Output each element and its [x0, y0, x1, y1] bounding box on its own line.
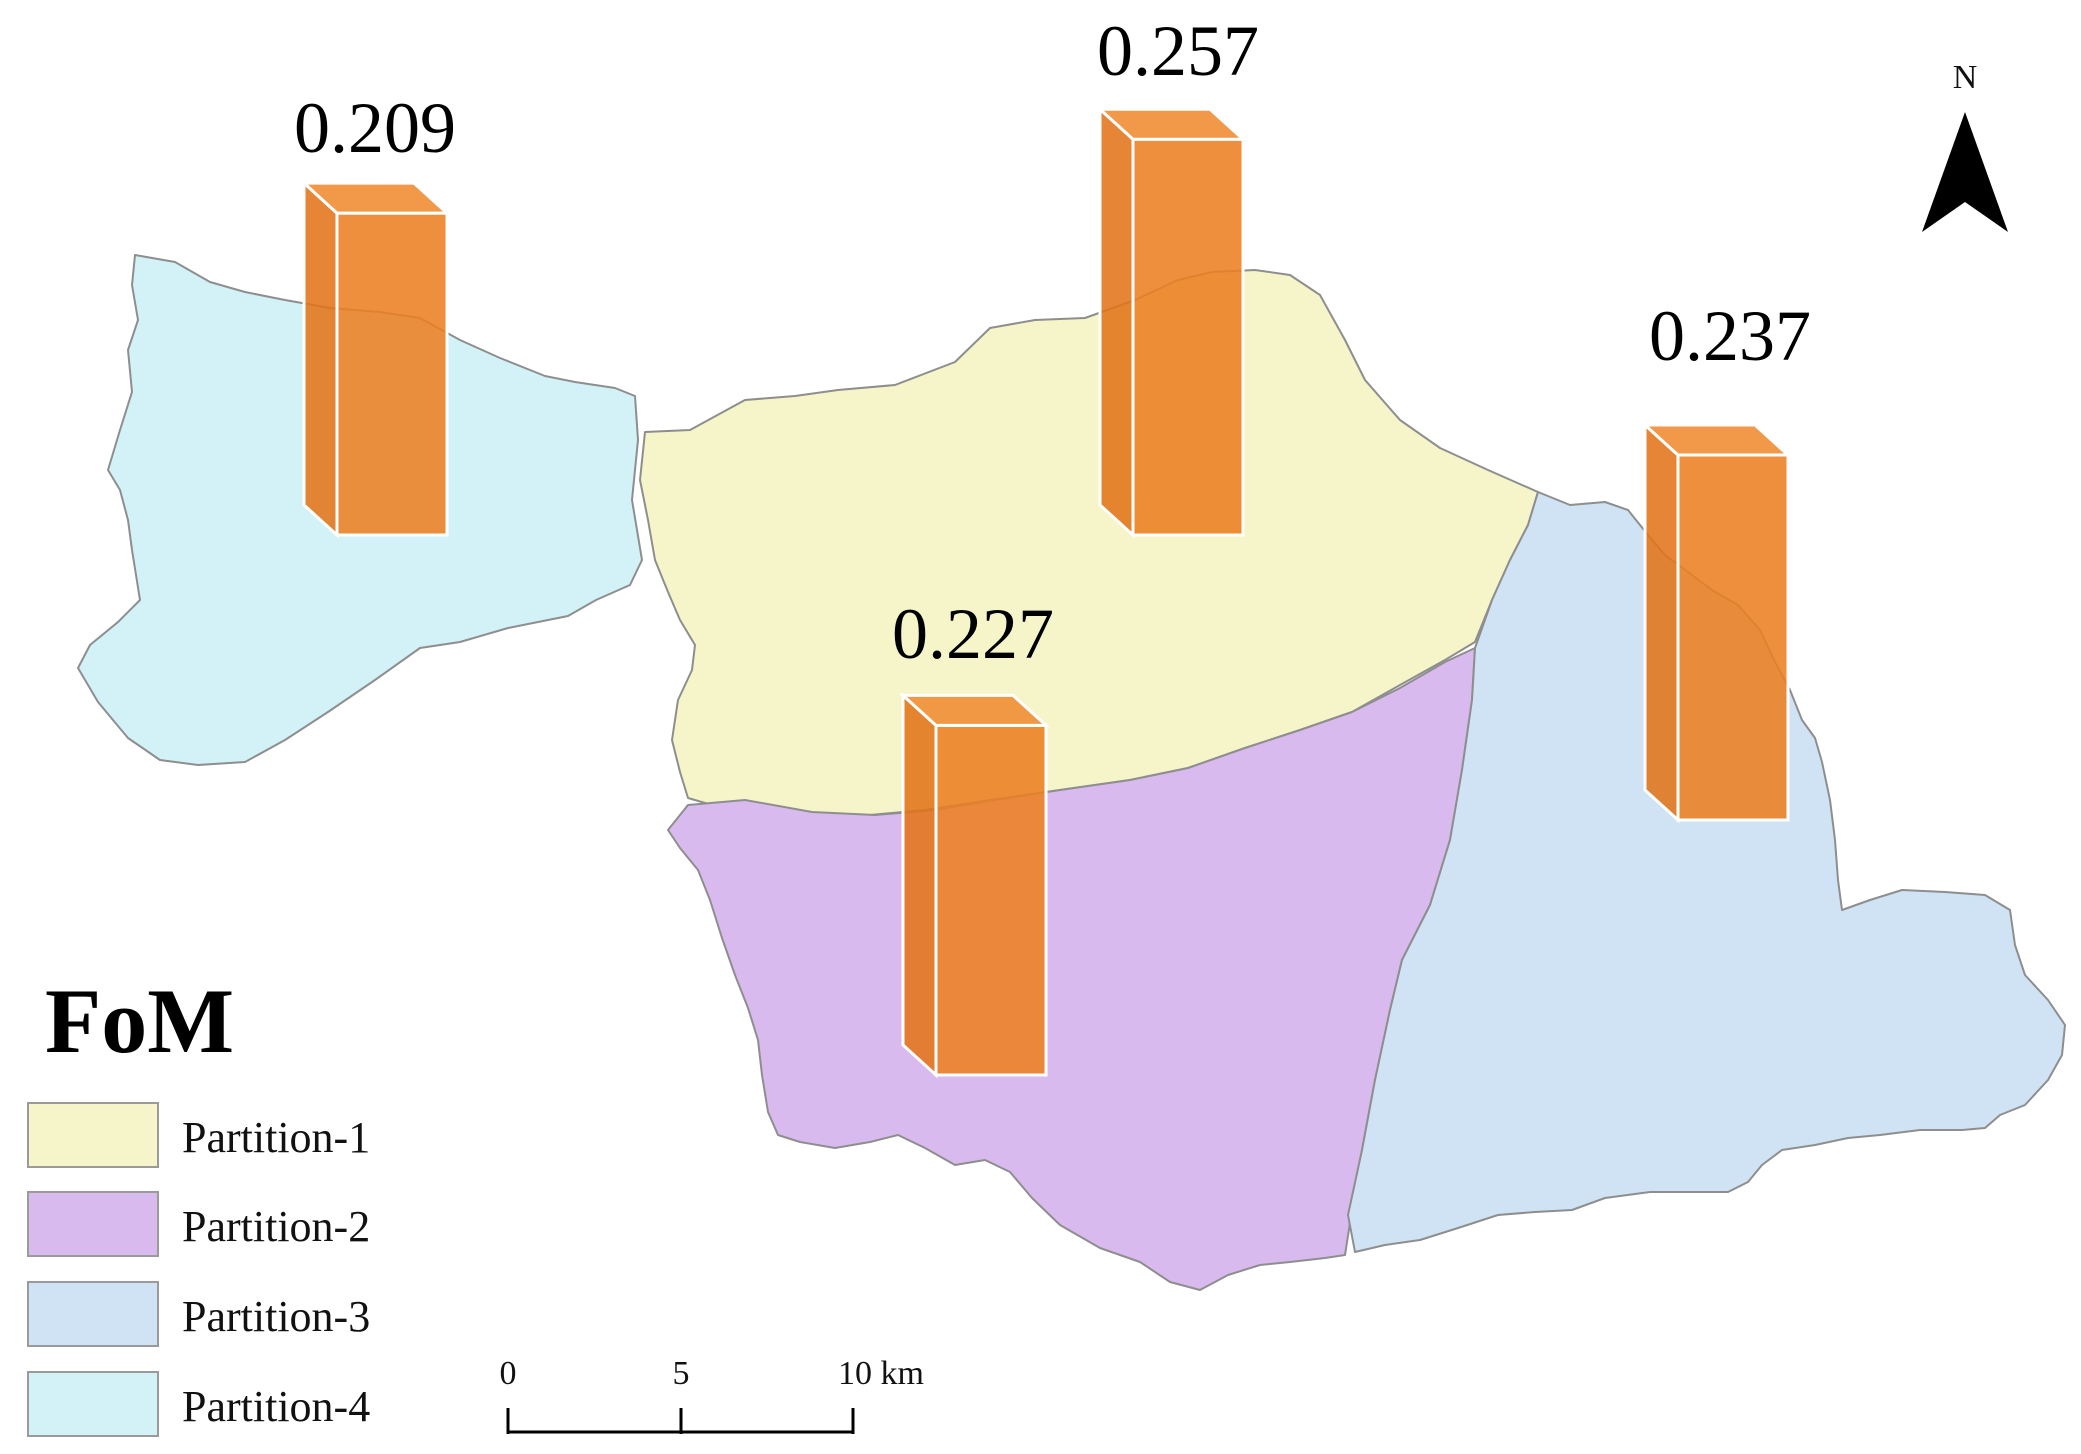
legend-label-partition-2: Partition-2: [182, 1202, 370, 1251]
partition-1-area[interactable]: [639, 269, 1539, 816]
legend-swatch-partition-1: [27, 1102, 159, 1168]
fom-label-partition-4: 0.209: [294, 88, 456, 168]
fom-label-partition-1: 0.257: [1097, 11, 1259, 91]
bar-top-partition-3: [1641, 423, 1792, 457]
north-label: N: [1953, 59, 1978, 96]
fom-label-partition-2: 0.227: [892, 594, 1054, 674]
fom-bars: [300, 105, 1792, 1079]
bar-partition-1[interactable]: [1131, 137, 1245, 537]
legend-swatch-partition-4: [27, 1371, 159, 1437]
legend-label-partition-1: Partition-1: [182, 1113, 370, 1162]
partition-2-area[interactable]: [667, 647, 1476, 1291]
fom-label-partition-3: 0.237: [1649, 296, 1811, 376]
bar-top-partition-4: [300, 181, 451, 215]
bar-top-partition-2: [899, 693, 1050, 727]
legend-label-partition-3: Partition-3: [182, 1292, 370, 1341]
legend-title: FoM: [45, 970, 234, 1072]
legend-label-partition-4: Partition-4: [182, 1382, 370, 1431]
north-arrow: N: [1922, 59, 2008, 232]
bar-side-partition-3: [1643, 421, 1680, 824]
legend-swatch-partition-2: [27, 1191, 159, 1257]
scale-bar: 0 5 10 km: [500, 1355, 924, 1434]
north-arrow-icon: [1922, 112, 2008, 232]
legend-swatch-partition-3: [27, 1281, 159, 1347]
bar-top-partition-1: [1096, 107, 1247, 141]
bar-side-partition-4: [302, 179, 339, 539]
bar-partition-3[interactable]: [1676, 453, 1790, 822]
scale-bar-label-0: 0: [500, 1355, 517, 1392]
legend: FoM Partition-1 Partition-2 Partition-3 …: [27, 970, 370, 1437]
scale-bar-label-10km: 10 km: [838, 1355, 924, 1392]
bar-side-partition-1: [1098, 105, 1135, 539]
scale-bar-label-5: 5: [673, 1355, 690, 1392]
bar-partition-2[interactable]: [934, 723, 1048, 1077]
bar-partition-4[interactable]: [335, 211, 449, 537]
bar-side-partition-2: [901, 692, 938, 1079]
